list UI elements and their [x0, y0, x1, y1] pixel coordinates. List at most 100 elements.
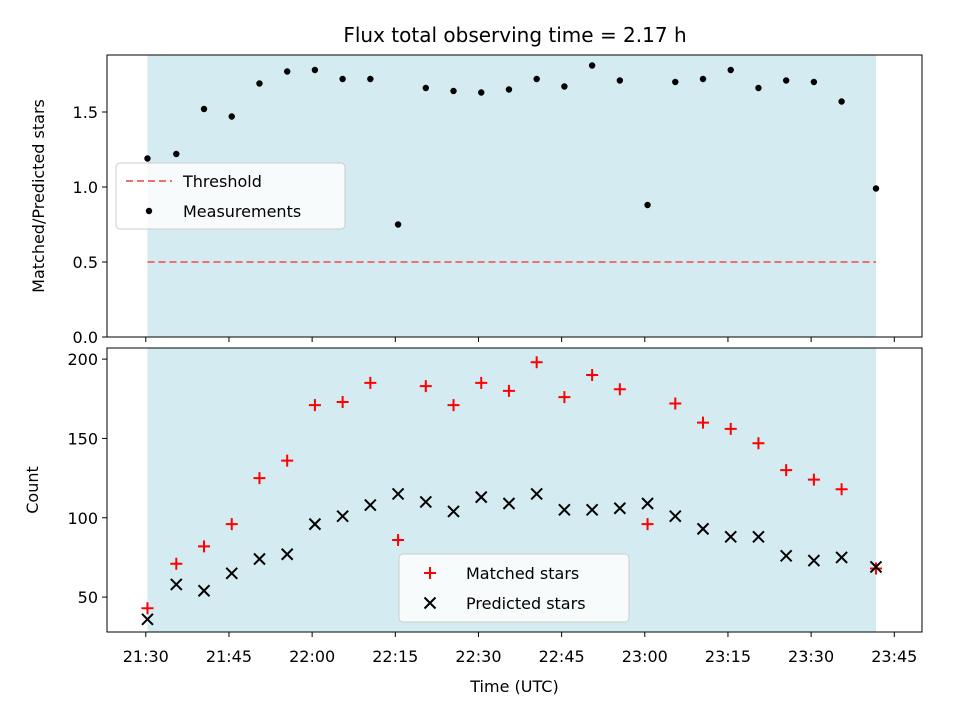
legend-threshold-label: Threshold: [182, 172, 262, 191]
matched-star-point: [392, 533, 405, 546]
count-ytick-label: 150: [67, 429, 98, 448]
matched-star-point: [752, 437, 765, 450]
measurement-point: [450, 87, 457, 95]
legend-predicted-label: Predicted stars: [466, 594, 586, 613]
matched-star-point: [198, 540, 211, 553]
legend-matched-label: Matched stars: [466, 564, 579, 583]
matched-star-point: [502, 384, 515, 397]
measurement-point: [311, 66, 319, 74]
measurement-point: [422, 84, 429, 92]
measurement-point: [228, 113, 235, 120]
matched-star-point: [835, 483, 848, 496]
count-ylabel: Count: [23, 466, 42, 514]
predicted-star-point: [779, 549, 793, 563]
measurement-point: [810, 78, 818, 86]
predicted-star-point: [696, 522, 710, 536]
measurement-point: [561, 83, 568, 90]
count-xtick-label: 21:45: [206, 647, 252, 666]
chart-title: Flux total observing time = 2.17 h: [343, 23, 686, 47]
matched-star-point: [308, 399, 321, 412]
count-legend: Matched stars Predicted stars: [398, 553, 630, 623]
ratio-ytick-label: 1.5: [73, 103, 98, 122]
measurement-point: [200, 105, 208, 113]
predicted-star-point: [869, 560, 883, 574]
measurement-point: [367, 75, 374, 83]
measurement-point: [394, 221, 402, 228]
predicted-star-point: [419, 495, 433, 509]
predicted-star-point: [225, 567, 238, 580]
count-xtick-label: 23:00: [622, 647, 668, 666]
measurement-point: [782, 77, 790, 84]
measurement-point: [727, 66, 734, 74]
predicted-star-point: [724, 530, 737, 544]
matched-star-point: [475, 376, 488, 389]
measurement-point: [478, 89, 485, 96]
predicted-star-point: [669, 509, 682, 523]
matched-star-point: [558, 391, 571, 404]
count-xlabel: Time (UTC): [469, 677, 558, 696]
legend-matched-swatch: [424, 567, 436, 579]
matched-star-point: [141, 602, 154, 615]
ratio-ytick-label: 0.5: [73, 253, 98, 272]
ratio-ylabel: Matched/Predicted stars: [29, 99, 48, 293]
count-panel: 50 100 150 200 21:30 21:45 22:00 22:15 22:30 22:4…: [23, 347, 923, 696]
measurement-point: [755, 84, 762, 92]
predicted-star-point: [475, 490, 488, 504]
matched-star-point: [724, 422, 737, 435]
matched-star-point: [281, 454, 294, 467]
count-ytick-label: 50: [78, 588, 98, 607]
measurement-point: [144, 155, 151, 162]
predicted-star-point: [336, 509, 349, 523]
count-ytick-label: 100: [67, 509, 98, 528]
count-ytick-label: 200: [67, 350, 98, 369]
ratio-legend: Threshold Measurements: [115, 162, 346, 230]
predicted-star-point: [502, 497, 516, 510]
measurement-point: [533, 75, 540, 83]
matched-star-point: [419, 380, 432, 393]
matched-star-point: [586, 368, 599, 381]
legend-measurements-label: Measurements: [183, 202, 301, 221]
predicted-star-point: [613, 502, 627, 515]
matched-star-point: [225, 518, 238, 531]
ratio-panel: 0.0 0.5 1.0 1.5 Matched/Predicted stars Thres…: [29, 54, 923, 347]
measurement-point: [505, 86, 513, 93]
count-axes-frame: [106, 347, 923, 633]
measurement-point: [699, 75, 707, 83]
predicted-star-point: [585, 503, 599, 517]
count-xtick-label: 22:15: [372, 647, 418, 666]
matched-star-point: [780, 464, 793, 477]
measurement-point: [616, 77, 624, 84]
predicted-star-point: [364, 498, 377, 512]
measurement-point: [256, 80, 263, 87]
ratio-axes-frame: [106, 54, 923, 338]
matched-star-point: [253, 472, 266, 485]
measurement-point: [283, 68, 291, 75]
matched-star-point: [613, 383, 626, 396]
predicted-star-point: [558, 503, 571, 517]
measurement-point: [588, 62, 596, 69]
ratio-ytick-label: 0.0: [73, 328, 98, 347]
ratio-legend-box: [115, 162, 346, 230]
count-xtick-label: 22:00: [289, 647, 335, 666]
predicted-star-point: [141, 613, 154, 626]
matched-star-point: [530, 356, 543, 369]
predicted-star-point: [807, 554, 821, 567]
measurement-point: [672, 78, 679, 86]
predicted-star-point: [253, 552, 266, 566]
measurement-point: [173, 150, 180, 158]
matched-star-point: [807, 473, 820, 486]
predicted-star-point: [391, 487, 405, 501]
count-xtick-label: 22:30: [455, 647, 501, 666]
predicted-star-point: [752, 530, 765, 544]
matched-star-point: [336, 395, 349, 408]
matched-star-point: [869, 562, 882, 575]
matched-star-point: [697, 416, 710, 429]
ratio-ytick-label: 1.0: [73, 178, 98, 197]
matched-star-point: [669, 397, 682, 410]
predicted-star-point: [308, 517, 322, 531]
matched-star-point: [641, 518, 654, 531]
legend-measurements-swatch: [145, 207, 153, 215]
measurement-point: [339, 75, 346, 83]
predicted-star-point: [447, 505, 460, 518]
